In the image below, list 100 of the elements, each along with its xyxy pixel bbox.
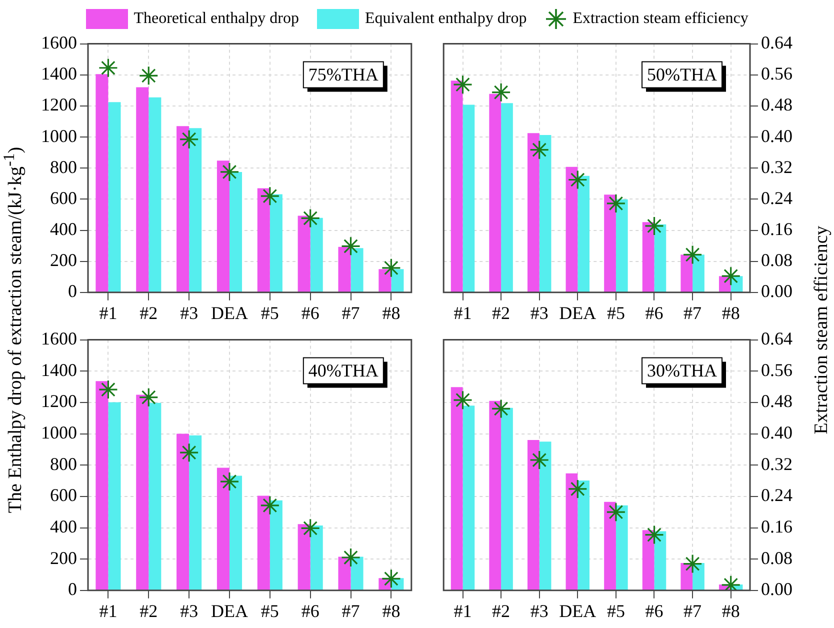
point [138, 388, 158, 408]
x-tick-label: #7 [342, 302, 360, 323]
y-tick-label: 800 [50, 156, 77, 177]
bar [338, 556, 351, 590]
bar [578, 176, 590, 292]
bar [310, 526, 323, 590]
bar [270, 500, 282, 590]
y-tick-label: 0 [68, 579, 77, 600]
bar [616, 505, 628, 590]
x-tick-label: #3 [530, 302, 548, 323]
y2-tick-label: 0.24 [761, 188, 792, 208]
bar [148, 402, 162, 590]
point [644, 525, 664, 545]
point [98, 58, 118, 78]
bar [539, 442, 552, 590]
bar [501, 408, 513, 590]
point [340, 548, 361, 568]
bar [489, 94, 502, 292]
y-tick-label: 600 [50, 485, 77, 506]
point [644, 216, 664, 236]
bar [257, 188, 270, 292]
x-tick-label: #3 [180, 302, 198, 323]
bar [216, 468, 230, 590]
x-tick-label: #2 [140, 600, 158, 621]
bar [692, 254, 704, 292]
x-tick-label: #3 [180, 600, 198, 621]
legend-label: Theoretical enthalpy drop [134, 10, 299, 28]
y2-axis-title: Extraction steam efficiency [811, 226, 833, 434]
y-tick-label: 1000 [41, 422, 77, 443]
bar [298, 216, 310, 292]
y-tick-label: 1600 [41, 328, 77, 349]
x-tick-label: #6 [645, 600, 664, 621]
bar [462, 406, 475, 590]
y2-tick-label: 0.56 [761, 64, 792, 84]
y2-tick-label: 0.64 [761, 328, 792, 349]
point [721, 266, 741, 286]
bar [310, 218, 323, 292]
y-tick-label: 400 [50, 218, 77, 239]
point [179, 130, 199, 150]
y2-tick-label: 0.16 [761, 516, 792, 536]
x-tick-label: #5 [606, 600, 625, 621]
point [491, 82, 511, 102]
x-tick-label: #1 [454, 302, 472, 323]
y-tick-label: 1200 [41, 94, 77, 115]
point [260, 186, 280, 206]
bar [450, 387, 463, 590]
y-tick-label: 600 [50, 188, 77, 208]
bar [176, 126, 190, 292]
bar [604, 502, 616, 590]
y-tick-label: 400 [50, 516, 77, 536]
point [491, 398, 511, 419]
bar [378, 269, 392, 292]
bar [578, 480, 590, 590]
y-tick-label: 200 [50, 250, 77, 270]
x-tick-label: #3 [530, 600, 548, 621]
bar [450, 80, 463, 292]
y2-tick-label: 0.32 [761, 156, 792, 177]
x-tick-label: #7 [342, 600, 360, 621]
y2-tick-label: 0.24 [761, 485, 792, 506]
bar [176, 434, 190, 590]
y2-tick-label: 0.64 [761, 32, 792, 53]
point [220, 162, 240, 182]
x-tick-label: #6 [301, 600, 320, 621]
bar [604, 194, 616, 292]
x-tick-label: #5 [260, 302, 279, 323]
bar [189, 128, 202, 292]
x-tick-label: #5 [606, 302, 625, 323]
y2-tick-label: 0.40 [761, 126, 792, 146]
bar [136, 394, 149, 590]
y2-tick-label: 0.08 [761, 548, 792, 568]
y2-tick-label: 0.16 [761, 218, 792, 239]
y2-tick-label: 0.56 [761, 360, 792, 380]
y-tick-label: 1200 [41, 391, 77, 412]
y-tick-label: 1400 [41, 360, 77, 380]
bar [229, 172, 242, 292]
x-tick-label: #1 [99, 302, 118, 323]
bar [642, 222, 654, 292]
point [530, 140, 550, 160]
bar [350, 248, 364, 292]
x-tick-label: #5 [260, 600, 279, 621]
bar [616, 199, 628, 292]
x-tick-label: #8 [722, 302, 740, 323]
bar [680, 254, 693, 292]
bar [96, 74, 108, 292]
y-tick-label: 1600 [41, 32, 77, 53]
point [179, 442, 199, 462]
x-tick-label: #2 [140, 302, 158, 323]
bar [501, 103, 513, 292]
x-tick-label: DEA [559, 600, 596, 621]
point [568, 170, 588, 190]
x-tick-label: #7 [684, 600, 702, 621]
point [260, 496, 280, 516]
bar [527, 133, 540, 292]
x-tick-label: #8 [382, 302, 400, 323]
bar [391, 269, 404, 292]
x-tick-label: #2 [492, 302, 510, 323]
point [606, 194, 626, 214]
point [682, 244, 702, 265]
y2-tick-label: 0.00 [761, 281, 792, 302]
bar [654, 531, 666, 590]
